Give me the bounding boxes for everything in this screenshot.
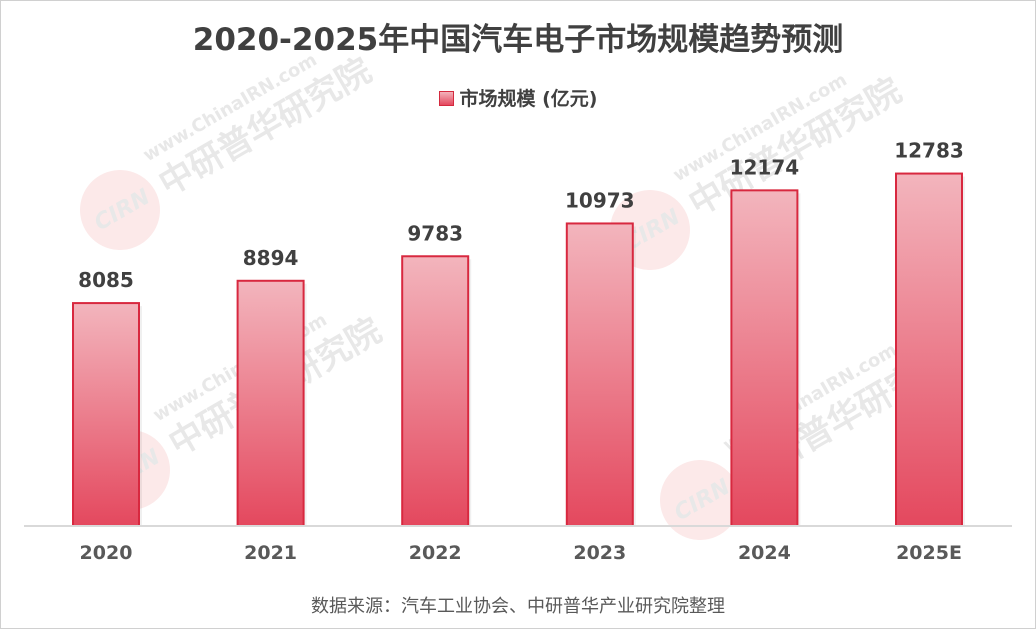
data-label: 12783 — [894, 139, 964, 163]
bar-2024 — [730, 189, 799, 527]
x-tick-label: 2021 — [244, 542, 297, 564]
data-label: 12174 — [730, 155, 800, 179]
legend-swatch — [438, 91, 454, 106]
x-tick-label: 2020 — [80, 542, 133, 564]
source-note: 数据来源：汽车工业协会、中研普华产业研究院整理 — [311, 596, 725, 617]
bar-2022 — [401, 255, 470, 527]
x-tick-label: 2022 — [409, 542, 462, 564]
bar-2021 — [236, 279, 305, 528]
x-tick-label: 2025E — [896, 542, 962, 564]
legend: 市场规模 (亿元) — [0, 84, 1036, 111]
bar-2025E — [895, 172, 963, 527]
chart-title: 2020-2025年中国汽车电子市场规模趋势预测 — [192, 22, 844, 58]
x-tick-label: 2023 — [573, 542, 626, 564]
legend-label: 市场规模 (亿元) — [459, 88, 598, 110]
data-label: 8894 — [243, 246, 299, 270]
bar-2023 — [565, 222, 634, 527]
data-label: 9783 — [407, 221, 463, 245]
x-tick-label: 2024 — [738, 542, 791, 564]
data-label: 8085 — [78, 268, 134, 292]
bar-2020 — [72, 302, 140, 527]
data-label: 10973 — [565, 188, 635, 212]
